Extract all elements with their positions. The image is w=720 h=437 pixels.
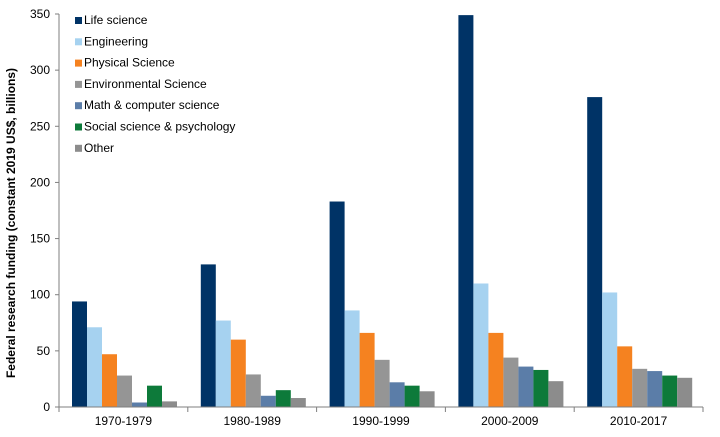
bar-social-science-psychology-2000-2009 — [533, 369, 549, 407]
bar-life-science-2000-2009 — [458, 15, 474, 407]
bar-engineering-2000-2009 — [473, 283, 489, 407]
x-tick-label: 2010-2017 — [610, 414, 668, 428]
bar-life-science-1970-1979 — [72, 301, 87, 407]
bar-engineering-1980-1989 — [215, 320, 231, 407]
legend-swatch — [75, 144, 82, 152]
axes-layer: 0 50 100 150 200 250 300 350 1970-1979 1980-1989 1… — [30, 7, 704, 428]
bar-life-science-1980-1989 — [200, 264, 216, 407]
legend-swatch — [75, 38, 82, 46]
bar-social-science-psychology-2010-2017 — [662, 375, 678, 407]
bar-math-computer-science-1980-1989 — [260, 395, 276, 407]
legend-label: Life science — [84, 13, 148, 27]
bar-physical-science-2000-2009 — [488, 332, 504, 407]
bar-environmental-science-1970-1979 — [117, 375, 132, 407]
x-tick-label: 1970-1979 — [95, 414, 153, 428]
bars-layer — [72, 15, 693, 407]
bar-social-science-psychology-1990-1999 — [404, 385, 420, 407]
y-axis-label: Federal research funding (constant 2019 … — [4, 68, 18, 378]
bar-environmental-science-2010-2017 — [632, 368, 648, 407]
bar-environmental-science-2000-2009 — [503, 357, 519, 407]
y-tick-label: 0 — [43, 400, 50, 414]
legend-label: Engineering — [84, 34, 148, 48]
legend-label: Physical Science — [84, 56, 175, 70]
legend: Life science Engineering Physical Science E… — [75, 13, 235, 155]
x-tick-label: 1990-1999 — [352, 414, 410, 428]
bar-engineering-1970-1979 — [87, 327, 102, 407]
legend-label: Other — [84, 141, 114, 155]
bar-other-2000-2009 — [548, 381, 564, 407]
bar-physical-science-1990-1999 — [359, 332, 375, 407]
x-tick-label: 2000-2009 — [481, 414, 539, 428]
bar-math-computer-science-1990-1999 — [389, 382, 405, 407]
bar-environmental-science-1990-1999 — [374, 359, 390, 407]
y-tick-label: 50 — [37, 344, 51, 358]
y-tick-label: 100 — [30, 288, 50, 302]
bar-other-1970-1979 — [162, 401, 177, 407]
bar-physical-science-1980-1989 — [230, 339, 246, 407]
bar-other-1980-1989 — [290, 398, 306, 407]
legend-swatch — [75, 59, 82, 67]
bar-math-computer-science-2000-2009 — [518, 366, 534, 407]
bar-other-1990-1999 — [419, 391, 435, 407]
legend-swatch — [75, 123, 82, 131]
bar-math-computer-science-2010-2017 — [647, 371, 663, 407]
bar-social-science-psychology-1980-1989 — [275, 390, 291, 407]
bar-social-science-psychology-1970-1979 — [147, 385, 162, 407]
bar-life-science-1990-1999 — [329, 201, 345, 407]
y-tick-label: 150 — [30, 232, 50, 246]
legend-label: Math & computer science — [84, 98, 220, 112]
bar-engineering-1990-1999 — [344, 310, 360, 407]
bar-engineering-2010-2017 — [602, 292, 618, 407]
legend-swatch — [75, 80, 82, 88]
legend-label: Social science & psychology — [84, 120, 235, 134]
legend-label: Environmental Science — [84, 77, 207, 91]
y-tick-label: 350 — [30, 7, 50, 21]
y-tick-label: 200 — [30, 175, 50, 189]
legend-swatch — [75, 102, 82, 110]
bar-physical-science-1970-1979 — [102, 354, 117, 407]
bar-math-computer-science-1970-1979 — [132, 402, 147, 407]
legend-swatch — [75, 17, 82, 24]
bar-environmental-science-1980-1989 — [245, 374, 261, 407]
y-tick-label: 300 — [30, 63, 50, 77]
bar-life-science-2010-2017 — [587, 97, 603, 407]
bar-other-2010-2017 — [677, 377, 693, 407]
bar-physical-science-2010-2017 — [617, 346, 633, 407]
x-tick-label: 1980-1989 — [224, 414, 282, 428]
y-tick-label: 250 — [30, 119, 50, 133]
